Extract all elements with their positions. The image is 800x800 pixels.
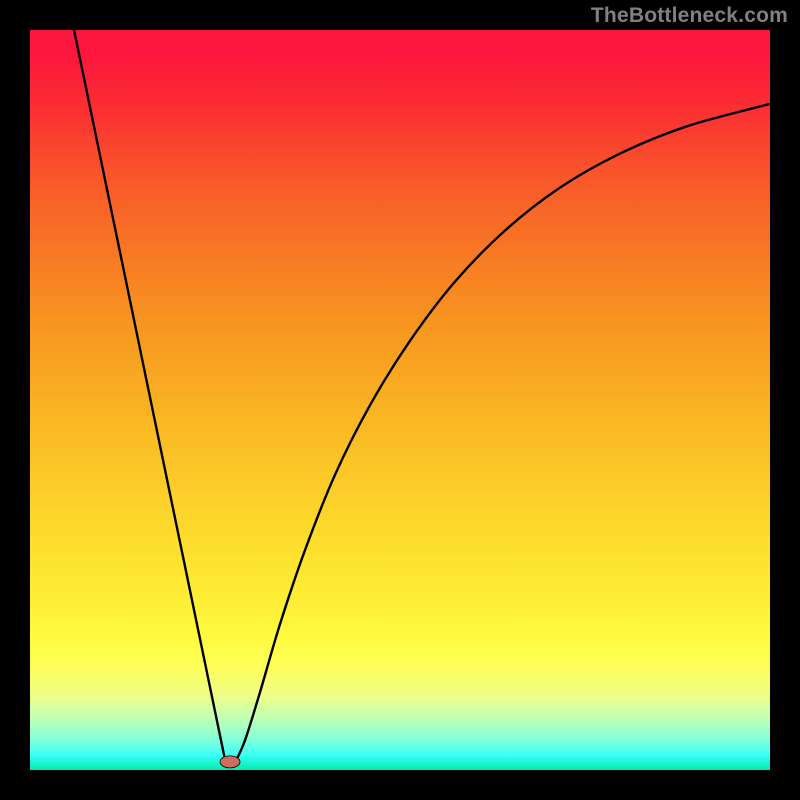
left-curve bbox=[74, 30, 225, 760]
right-curve bbox=[235, 104, 770, 763]
plot-frame bbox=[30, 30, 770, 770]
valley-marker bbox=[220, 756, 240, 768]
plot-area bbox=[30, 30, 770, 770]
watermark-text: TheBottleneck.com bbox=[591, 4, 788, 28]
curve-layer bbox=[30, 30, 770, 770]
chart-canvas: TheBottleneck.com bbox=[0, 0, 800, 800]
